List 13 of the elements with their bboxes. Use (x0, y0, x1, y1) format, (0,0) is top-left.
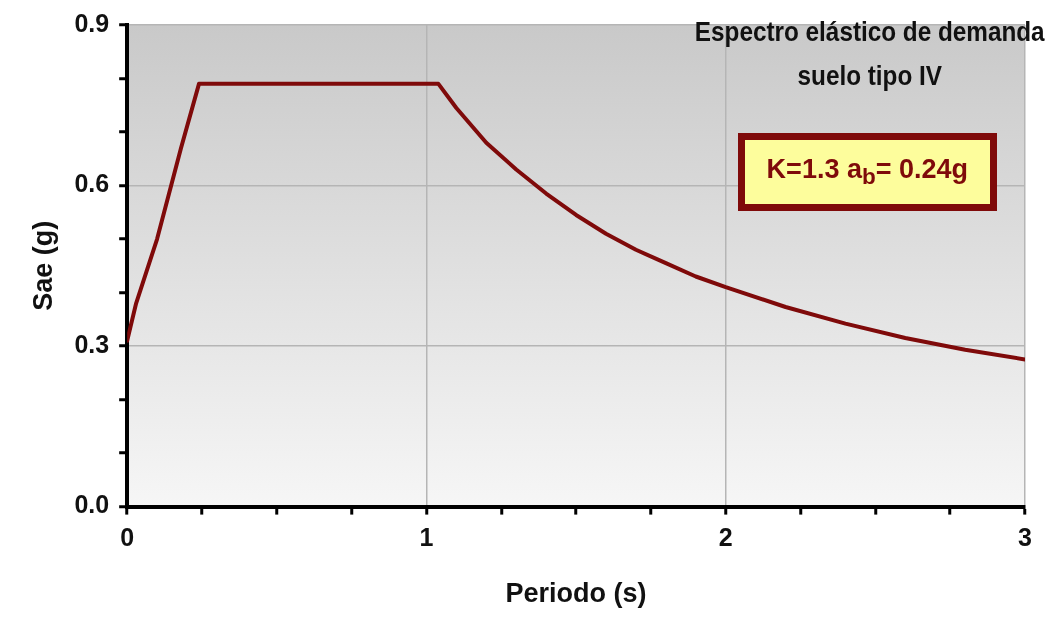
annotation: K=1.3 a$_{b}$= 0.24g (737, 133, 997, 212)
y-tick-label: 0.3 (74, 329, 110, 358)
x-tick-label: 0 (120, 523, 135, 552)
y-axis-title: Sae (g) (27, 220, 58, 311)
x-tick-label: 2 (718, 523, 733, 552)
x-tick-label: 1 (419, 523, 434, 552)
x-axis-title: Periodo (s) (505, 578, 647, 609)
text: suelo tipo IV (796, 60, 944, 93)
y-tick-label: 0.6 (74, 169, 110, 198)
chart-title: Espectro elástico de demanda (695, 16, 1045, 49)
x-tick-label: 3 (1018, 523, 1032, 552)
y-tick-label: 0.9 (74, 8, 110, 37)
y-tick-label: 0.0 (74, 490, 110, 519)
